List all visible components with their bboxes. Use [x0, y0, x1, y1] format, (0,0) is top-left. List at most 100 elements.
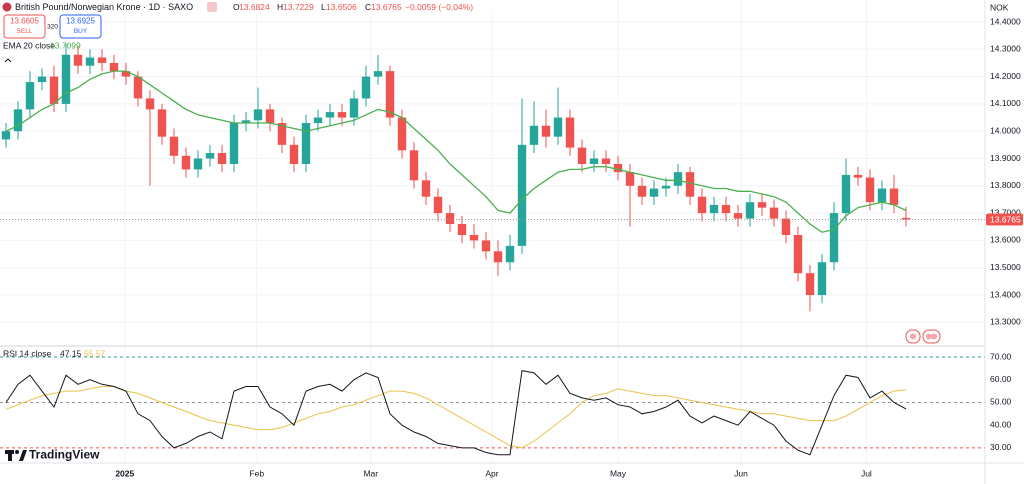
candle-body	[265, 109, 275, 124]
candle-body	[73, 54, 83, 66]
candle-body	[157, 109, 167, 137]
y-tick-label: 13.5000	[990, 262, 1021, 272]
candle-body	[133, 76, 143, 99]
candle-body	[25, 82, 35, 110]
candle-body	[289, 144, 299, 164]
candle-body	[601, 158, 611, 164]
candle-body	[205, 153, 215, 159]
ema-legend-value: 13.7099	[50, 40, 81, 50]
y-tick-label: 13.4000	[990, 289, 1021, 299]
brand-logo[interactable]	[5, 450, 27, 461]
x-tick-label: Mar	[363, 468, 378, 478]
candle-body	[313, 117, 323, 124]
x-tick-label: 2025	[115, 468, 134, 478]
candle-body	[469, 234, 479, 241]
candle-body	[673, 172, 683, 186]
buy-button[interactable]	[59, 14, 102, 39]
ohlc-legend: O 13.6824 H 13.7229 L 13.6506 C 13.6765 −0.0059 …	[233, 2, 473, 12]
candle-body	[109, 62, 119, 72]
symbol-title[interactable]: British Pound/Norwegian Krone · 1D · SAX…	[15, 2, 193, 12]
candle-body	[709, 204, 719, 214]
rsi-legend[interactable]: RSI 14 close	[3, 348, 51, 358]
candle-body	[829, 213, 839, 263]
candle-body	[253, 109, 263, 121]
sell-button[interactable]	[3, 14, 46, 39]
candle-body	[433, 196, 443, 214]
candle-body	[541, 125, 551, 137]
candle-body	[145, 98, 155, 110]
ohlc-value: 13.6765	[371, 2, 402, 12]
candle-body	[277, 123, 287, 145]
y-tick-label: 50.00	[990, 397, 1012, 407]
y-tick-label: 40.00	[990, 419, 1012, 429]
candle-body	[889, 188, 899, 205]
ema-legend[interactable]: EMA 20 close	[3, 40, 55, 50]
price-badge-label: 13.6765	[990, 214, 1021, 224]
x-tick-label: Jul	[861, 468, 872, 478]
candle-body	[301, 123, 311, 164]
candle-body	[769, 207, 779, 219]
candle-body	[841, 174, 851, 214]
x-tick-label: May	[610, 468, 627, 478]
y-tick-label: 14.0000	[990, 125, 1021, 135]
candle-body	[1, 131, 11, 140]
candle-body	[877, 188, 887, 203]
y-tick-label: 13.3000	[990, 317, 1021, 327]
candle-body	[13, 109, 23, 132]
marks	[0, 43, 985, 456]
candle-body	[685, 172, 695, 197]
candle-body	[661, 185, 671, 189]
change: −0.0059 (−0.04%)	[405, 2, 473, 12]
candle-body	[577, 147, 587, 164]
price-badge	[986, 213, 1023, 226]
candle-body	[745, 202, 755, 219]
candle-body	[901, 217, 911, 220]
candle-body	[373, 71, 383, 77]
y-tick-label: 70.00	[990, 351, 1012, 361]
ohlc-key: O	[233, 2, 240, 12]
candle-body	[457, 224, 467, 235]
candle-body	[481, 240, 491, 252]
ohlc-key: C	[365, 2, 371, 12]
legend-backdrop	[0, 0, 560, 14]
symbol-icon	[2, 2, 12, 12]
candle-body	[361, 76, 371, 99]
collapse-icon[interactable]	[4, 58, 12, 63]
y-tick-label: 13.8000	[990, 180, 1021, 190]
x-tick-label: Apr	[485, 468, 498, 478]
candle-body	[169, 136, 179, 156]
y-tick-label: 14.2000	[990, 71, 1021, 81]
candle-body	[529, 125, 539, 145]
y-tick-label: 13.7000	[990, 207, 1021, 217]
candle-body	[817, 262, 827, 296]
brand-name[interactable]: TradingView	[29, 448, 100, 462]
ohlc-value: 13.6824	[239, 2, 270, 12]
series-line	[5, 70, 907, 233]
candle-body	[61, 54, 71, 104]
sell-label: SELL	[17, 28, 33, 35]
x-tick-label: Jun	[734, 468, 748, 478]
y-tick-label: 14.3000	[990, 44, 1021, 54]
candle-body	[493, 251, 503, 263]
alert-icons[interactable]	[905, 329, 941, 344]
ohlc-value: 13.6506	[326, 2, 357, 12]
y-tick-label: 13.9000	[990, 153, 1021, 163]
rsi-legend-value: 47.15	[60, 348, 82, 358]
currency-label[interactable]: NOK	[990, 2, 1009, 12]
flag-icon[interactable]	[207, 2, 217, 12]
candle-body	[397, 117, 407, 151]
candle-body	[853, 174, 863, 178]
candle-body	[337, 112, 347, 118]
candle-body	[505, 245, 515, 263]
candle-body	[37, 76, 47, 83]
buy-price: 13.6925	[66, 17, 95, 26]
candle-body	[781, 218, 791, 235]
candle-body	[325, 112, 335, 118]
candle-body	[865, 177, 875, 203]
candle-body	[697, 196, 707, 214]
y-tick-label: 60.00	[990, 374, 1012, 384]
candle-body	[805, 273, 815, 296]
y-tick-label: 14.4000	[990, 16, 1021, 26]
